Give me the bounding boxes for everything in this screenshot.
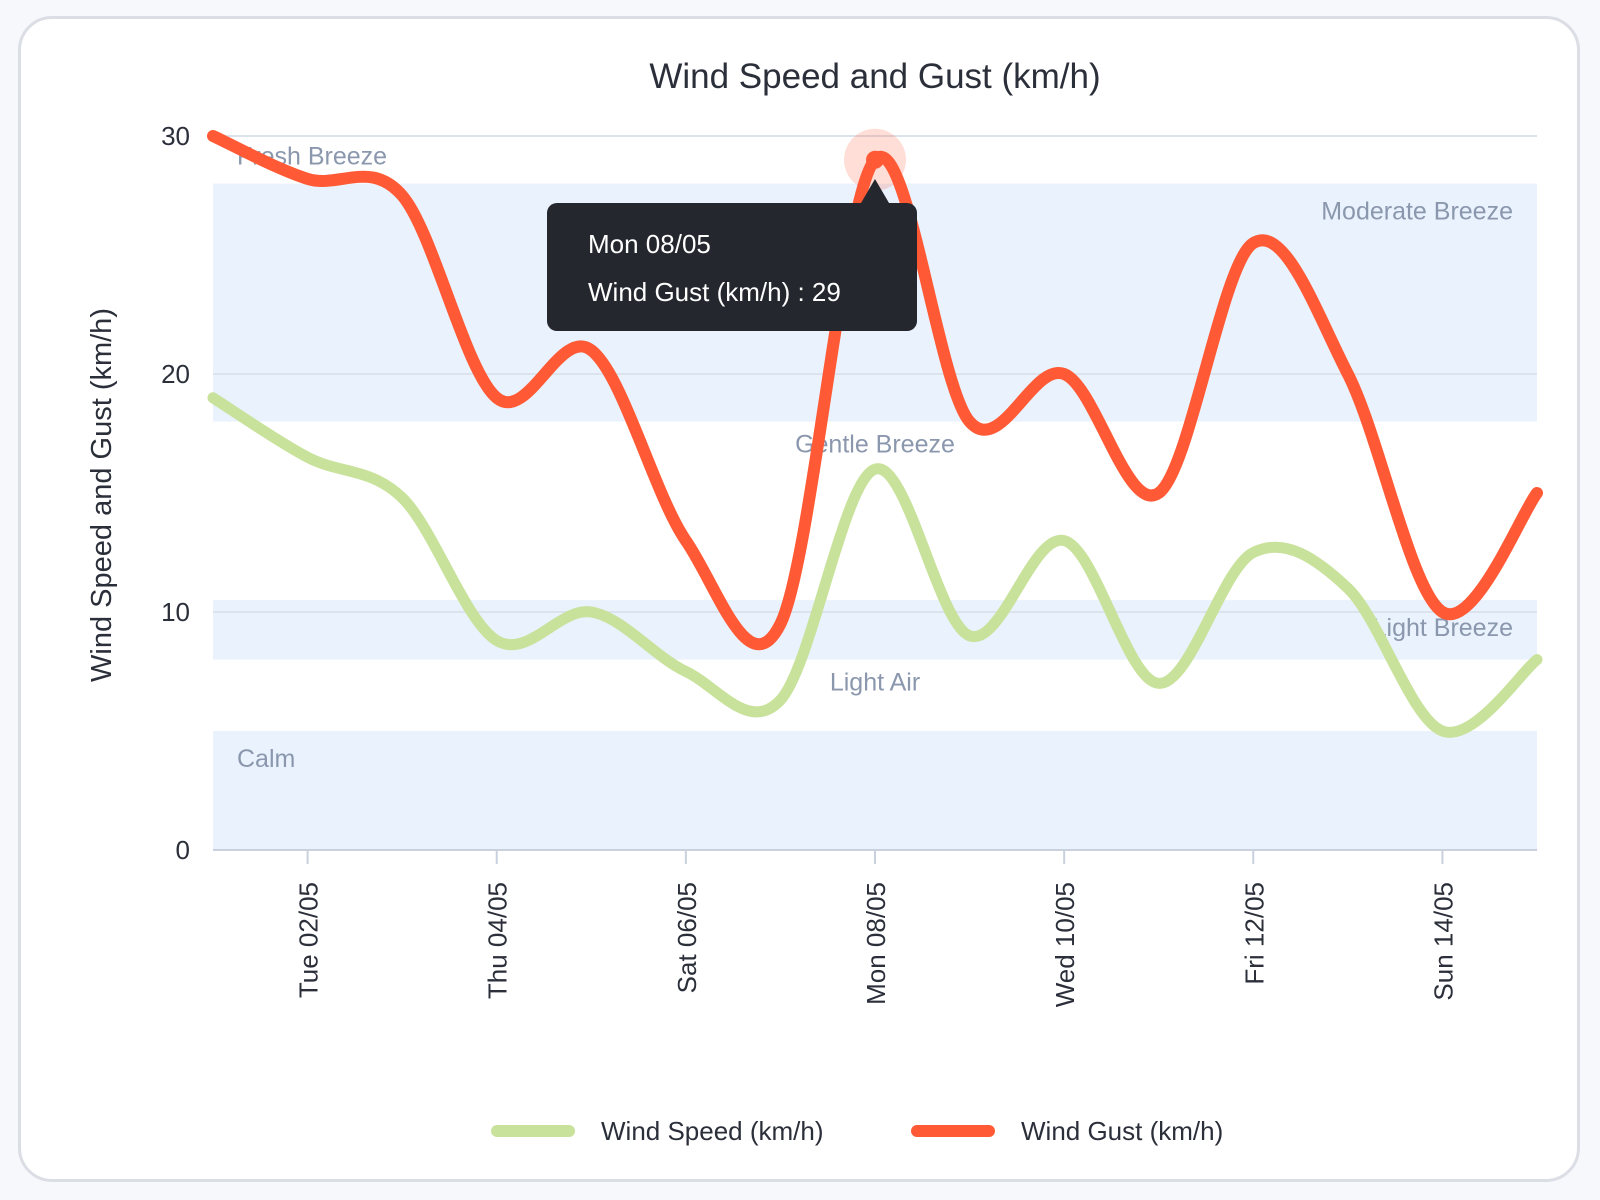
legend-label-0[interactable]: Wind Speed (km/h) (601, 1116, 824, 1146)
gridlines (213, 135, 1537, 613)
y-tick-label-0: 0 (176, 835, 190, 865)
x-tick-label-3: Mon 08/05 (861, 882, 891, 1005)
y-tick-label-10: 10 (161, 597, 190, 627)
tooltip-value: Wind Gust (km/h) : 29 (588, 277, 841, 307)
chart-title: Wind Speed and Gust (km/h) (649, 57, 1100, 96)
x-tick-label-2: Sat 06/05 (672, 882, 702, 993)
y-axis-title: Wind Speed and Gust (km/h) (86, 308, 118, 682)
tooltip-box (547, 203, 917, 331)
hover-point[interactable] (866, 150, 884, 169)
x-tick-label-0: Tue 02/05 (294, 882, 324, 998)
legend-label-1[interactable]: Wind Gust (km/h) (1021, 1116, 1223, 1146)
legend: Wind Speed (km/h) Wind Gust (km/h) (491, 1116, 1223, 1146)
y-tick-label-30: 30 (161, 121, 190, 151)
tooltip-title: Mon 08/05 (588, 229, 711, 259)
x-tick-label-4: Wed 10/05 (1050, 882, 1080, 1007)
band-label-2: Moderate Breeze (1321, 198, 1513, 226)
x-tick-label-1: Thu 04/05 (483, 882, 513, 999)
tooltip: Mon 08/05 Wind Gust (km/h) : 29 (547, 128, 917, 331)
zone-label-0: Light Air (830, 669, 920, 697)
x-tick-label-5: Fri 12/05 (1239, 882, 1269, 985)
band-label-0: Calm (237, 745, 295, 773)
x-tick-label-6: Sun 14/05 (1428, 882, 1458, 1001)
tooltip-pointer (861, 179, 889, 203)
plot-band-0 (213, 731, 1537, 850)
y-tick-label-20: 20 (161, 359, 190, 389)
plot-band-1 (213, 600, 1537, 660)
axes: 0 10 20 30 Tue 02/05 Thu 04/05 Sat 06/05 Mon 08… (161, 121, 1537, 1007)
series-line-0 (207, 392, 1543, 738)
